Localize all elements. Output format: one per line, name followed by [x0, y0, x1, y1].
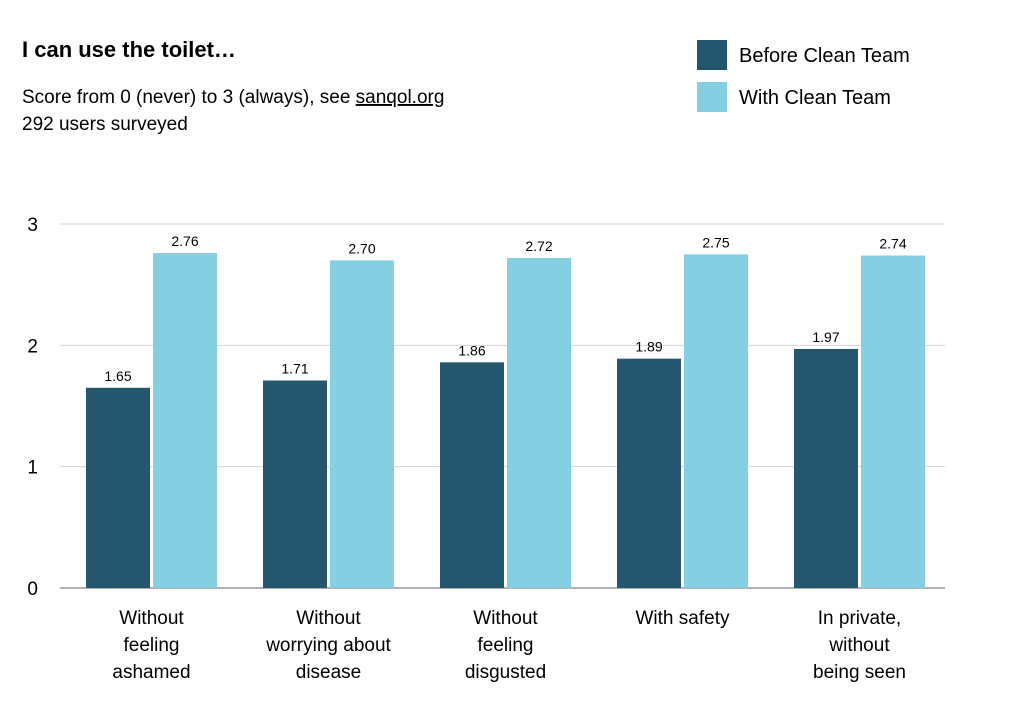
x-category-label: With safety — [636, 608, 730, 629]
legend: Before Clean Team With Clean Team — [697, 40, 910, 112]
x-category-label: Without worrying about disease — [265, 608, 391, 683]
legend-label: With Clean Team — [739, 87, 891, 109]
x-category-line: With safety — [636, 608, 730, 629]
subtitle-text: 292 users surveyed — [22, 114, 188, 135]
x-axis: Without feeling ashamed Without worrying abo… — [112, 608, 906, 683]
bar-with-2 — [507, 257, 571, 588]
x-category-line: Without — [119, 608, 184, 629]
bar-before-2 — [440, 362, 504, 588]
subtitle-line: 292 users surveyed — [22, 114, 188, 135]
x-category-label: In private, without being seen — [813, 608, 906, 683]
subtitle-text: Score from 0 (never) to 3 (always), see — [22, 87, 356, 108]
chart-title: I can use the toilet… — [22, 37, 236, 62]
x-category-line: being seen — [813, 662, 906, 683]
x-category-label: Without feeling disgusted — [465, 608, 546, 683]
y-tick-label: 0 — [27, 579, 38, 600]
subtitle-link[interactable]: sanqol.org — [356, 87, 445, 108]
value-label: 1.86 — [458, 342, 485, 358]
legend-swatch — [697, 82, 727, 112]
bar-with-4 — [861, 255, 925, 588]
bar-with-0 — [153, 253, 217, 588]
x-category-line: In private, — [818, 608, 901, 629]
bar-before-4 — [794, 348, 858, 588]
bar-before-3 — [617, 358, 681, 588]
x-category-line: Without — [473, 608, 538, 629]
value-label: 1.89 — [635, 339, 662, 355]
y-tick-label: 3 — [27, 215, 38, 236]
x-category-label: Without feeling ashamed — [112, 608, 190, 683]
value-label: 1.71 — [281, 361, 308, 377]
x-category-line: without — [828, 635, 890, 656]
value-label: 1.65 — [104, 368, 131, 384]
legend-label: Before Clean Team — [739, 45, 910, 67]
value-label: 2.70 — [348, 240, 375, 256]
bar-with-3 — [684, 254, 748, 589]
x-category-line: ashamed — [112, 662, 190, 683]
y-tick-label: 1 — [27, 458, 38, 479]
x-category-line: disgusted — [465, 662, 546, 683]
bar-before-0 — [86, 387, 150, 588]
value-label: 2.75 — [702, 234, 729, 250]
legend-swatch — [697, 40, 727, 70]
value-label: 1.97 — [812, 329, 839, 345]
bars — [86, 253, 925, 589]
x-category-line: feeling — [478, 635, 534, 656]
y-tick-label: 2 — [27, 336, 38, 357]
y-axis: 0 1 2 3 — [27, 215, 38, 600]
x-category-line: worrying about — [265, 635, 391, 656]
subtitle-line: Score from 0 (never) to 3 (always), see … — [22, 87, 444, 108]
bar-before-1 — [263, 380, 327, 588]
value-label: 2.76 — [171, 233, 198, 249]
x-category-line: disease — [296, 662, 362, 683]
x-category-line: Without — [296, 608, 361, 629]
value-label: 2.74 — [879, 236, 906, 252]
chart-subtitle: Score from 0 (never) to 3 (always), see … — [22, 87, 444, 135]
x-category-line: feeling — [124, 635, 180, 656]
bar-with-1 — [330, 260, 394, 588]
value-labels: 1.65 2.76 1.71 2.70 1.86 2.72 1.89 2.75 1.97 2.74 — [104, 233, 906, 384]
value-label: 2.72 — [525, 238, 552, 254]
